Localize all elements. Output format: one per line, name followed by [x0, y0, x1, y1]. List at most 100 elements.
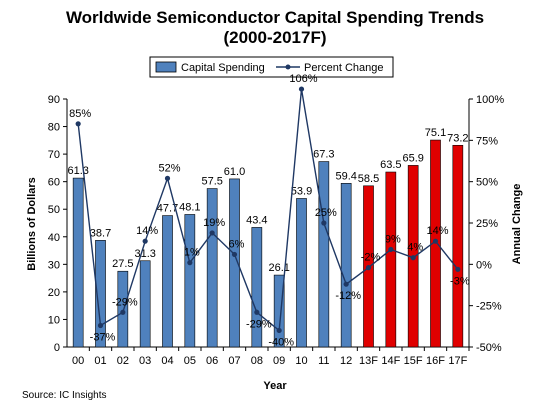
- y2-tick-label: 25%: [476, 218, 498, 230]
- percent-change-line: [75, 86, 461, 334]
- y-tick-label: 70: [48, 149, 60, 161]
- x-tick-label: 02: [117, 355, 129, 367]
- x-tick-label: 04: [161, 355, 173, 367]
- x-tick-label: 06: [206, 355, 218, 367]
- percent-change-point: [209, 230, 215, 236]
- percent-change-point: [321, 220, 327, 226]
- y-tick-label: 30: [48, 259, 60, 271]
- y2-tick-label: 75%: [476, 135, 498, 147]
- y2-tick-label: 0%: [476, 259, 492, 271]
- bar-value-label: 67.3: [313, 149, 334, 161]
- percent-label: -12%: [335, 290, 361, 302]
- percent-change-point: [187, 260, 193, 266]
- y-tick-label: 60: [48, 177, 60, 189]
- spending-bar: [95, 240, 106, 348]
- x-tick-label: 07: [228, 355, 240, 367]
- percent-label: -37%: [90, 332, 116, 344]
- x-tick-label: 00: [72, 355, 84, 367]
- bar-value-label: 47.7: [157, 203, 178, 215]
- x-tick-label: 17F: [448, 355, 467, 367]
- percent-label: 4%: [407, 242, 423, 254]
- y-tick-label: 80: [48, 122, 60, 134]
- percent-label: -29%: [246, 318, 272, 330]
- x-tick-label: 03: [139, 355, 151, 367]
- percent-change-point: [410, 255, 416, 261]
- percent-change-point: [142, 238, 148, 244]
- percent-labels: 85% -37% -29% 14% 52% 1% 19% 6% -29% -40% 106% 25% -…: [69, 73, 470, 348]
- bars: [72, 139, 464, 348]
- bar-value-labels: 61.3 38.7 27.531.3 47.7 48.1 57.561.0 43.4 26.1…: [67, 127, 468, 274]
- percent-label: -40%: [268, 336, 294, 348]
- bar-value-label: 53.9: [291, 185, 312, 197]
- percent-change-point: [75, 121, 81, 127]
- spending-bar: [184, 214, 196, 348]
- spending-bar: [318, 161, 330, 348]
- axes: 0102030405060708090-50%-25%0%25%50%75%10…: [48, 94, 505, 367]
- percent-label: 52%: [158, 162, 180, 174]
- spending-bar: [296, 198, 307, 348]
- x-tick-label: 08: [251, 355, 263, 367]
- percent-change-point: [276, 327, 282, 334]
- percent-change-series-line: [77, 88, 459, 332]
- y2-tick-label: -50%: [476, 342, 502, 354]
- bar-value-label: 31.3: [134, 248, 155, 260]
- spending-bar: [340, 183, 352, 348]
- legend: Capital Spending Percent Change: [149, 56, 394, 78]
- bar-value-label: 57.5: [201, 176, 222, 188]
- spending-bar: [229, 178, 240, 348]
- percent-label: 9%: [385, 233, 401, 245]
- bar-value-label: 61.3: [67, 165, 88, 177]
- spending-bar: [273, 274, 285, 348]
- percent-label: 19%: [203, 217, 225, 229]
- chart-subtitle: (2000-2017F): [223, 28, 326, 47]
- bar-value-label: 43.4: [246, 214, 267, 226]
- y-tick-label: 40: [48, 232, 60, 244]
- y-tick-label: 50: [48, 204, 60, 216]
- bar-value-label: 61.0: [224, 166, 245, 178]
- legend-bar-swatch: [155, 61, 177, 73]
- y-tick-label: 0: [54, 342, 60, 354]
- y2-tick-label: 50%: [476, 177, 498, 189]
- bar-value-label: 59.4: [335, 170, 356, 182]
- percent-change-point: [97, 322, 104, 329]
- percent-label: -3%: [450, 275, 470, 287]
- spending-bar: [162, 215, 173, 348]
- spending-bar: [117, 270, 129, 348]
- percent-change-point: [298, 86, 305, 92]
- percent-label: 85%: [69, 108, 91, 120]
- percent-change-point: [231, 251, 238, 258]
- percent-label: 106%: [289, 73, 317, 85]
- bar-value-label: 75.1: [425, 127, 446, 139]
- forecast-bar: [385, 171, 397, 348]
- percent-change-point: [254, 309, 260, 315]
- percent-change-point: [120, 309, 126, 315]
- bar-value-label: 58.5: [358, 173, 379, 185]
- x-tick-label: 12: [340, 355, 352, 367]
- spending-bar: [251, 227, 263, 348]
- x-tick-label: 05: [184, 355, 196, 367]
- x-tick-label: 14F: [381, 355, 400, 367]
- spending-bar: [206, 188, 218, 348]
- spending-bar: [139, 260, 151, 348]
- legend-line-marker: [285, 64, 291, 70]
- y-tick-label: 90: [48, 94, 60, 106]
- percent-change-point: [432, 238, 439, 244]
- percent-label: 25%: [315, 207, 337, 219]
- x-axis-title: Year: [263, 380, 287, 392]
- percent-change-point: [455, 266, 461, 272]
- x-tick-label: 10: [295, 355, 307, 367]
- x-tick-label: 15F: [404, 355, 423, 367]
- bar-value-label: 27.5: [112, 258, 133, 270]
- bar-value-label: 26.1: [268, 262, 289, 274]
- percent-label: -2%: [361, 252, 381, 264]
- legend-percent-change: Percent Change: [304, 62, 384, 74]
- percent-change-point: [164, 175, 171, 181]
- percent-change-point: [388, 246, 394, 253]
- x-tick-label: 01: [94, 355, 106, 367]
- y2-axis-title: Annual Change: [511, 184, 523, 265]
- percent-label: 6%: [229, 238, 245, 250]
- bar-value-label: 38.7: [90, 227, 111, 239]
- spending-bar: [72, 177, 84, 348]
- forecast-bar: [452, 144, 464, 348]
